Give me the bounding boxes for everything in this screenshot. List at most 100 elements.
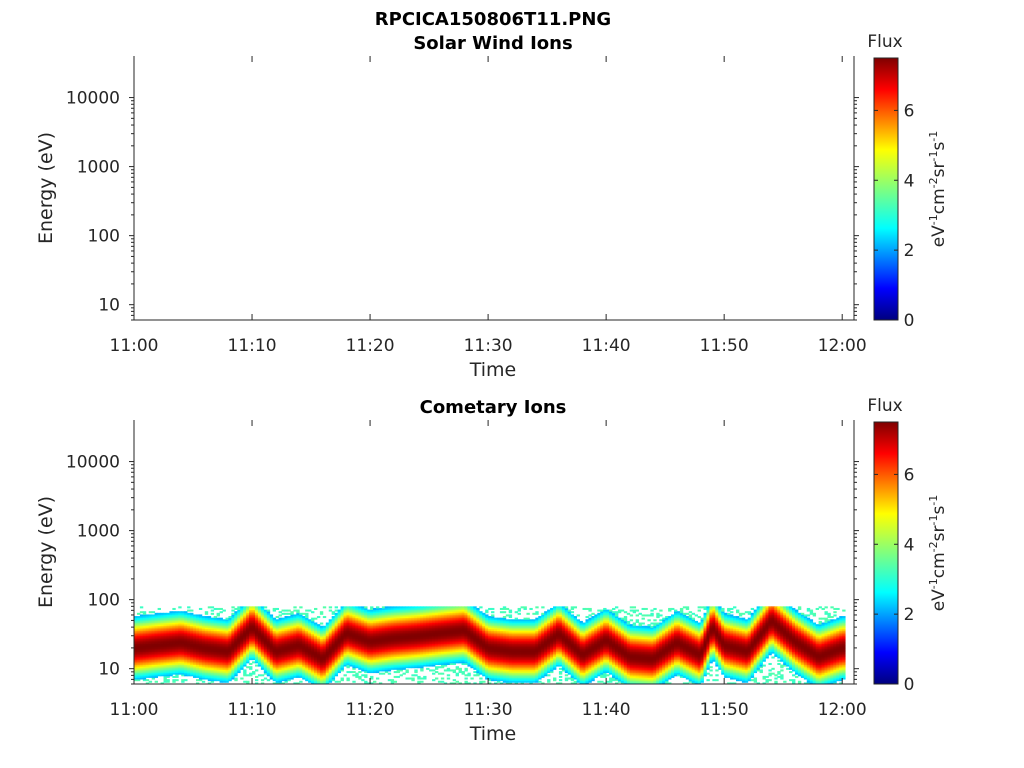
heat-cell (384, 637, 389, 640)
heat-cell (476, 654, 480, 657)
y-axis-label: Energy (eV) (35, 132, 57, 244)
heat-cell (257, 632, 262, 635)
heat-cell (378, 609, 383, 612)
heat-cell (278, 661, 282, 664)
heat-cell (378, 672, 383, 675)
heat-cell (237, 646, 241, 649)
heat-cell (443, 614, 448, 617)
heat-cell (246, 619, 250, 622)
heat-cell (432, 645, 436, 648)
heat-cell (246, 630, 250, 633)
heat-cell (272, 632, 277, 635)
heat-cell (311, 651, 315, 654)
heat-cell (190, 622, 194, 625)
heat-cell (449, 653, 454, 656)
heat-cell (302, 666, 306, 669)
heat-cell (198, 627, 203, 630)
heat-cell (284, 672, 288, 675)
heat-cell (272, 666, 277, 669)
heat-cell (426, 643, 430, 646)
heat-cell (355, 645, 359, 648)
heat-cell (237, 641, 241, 644)
heat-cell (405, 627, 409, 630)
heat-cell (169, 664, 173, 667)
heat-cell (198, 637, 203, 640)
heat-cell (440, 611, 445, 614)
heat-cell (219, 628, 223, 632)
heat-cell (408, 661, 412, 664)
heat-cell (375, 653, 380, 656)
heat-cell (479, 667, 483, 670)
heat-cell (405, 651, 409, 654)
heat-cell (237, 624, 241, 627)
heat-cell (243, 669, 247, 672)
heat-cell (198, 624, 203, 627)
heat-cell (408, 638, 412, 641)
heat-cell (393, 620, 398, 623)
heat-cell (299, 650, 303, 653)
heat-cell (237, 659, 241, 662)
heat-cell (367, 682, 371, 684)
heat-cell (269, 637, 274, 640)
heat-cell (446, 661, 451, 664)
heat-cell (160, 630, 164, 633)
heat-cell (408, 627, 412, 630)
heat-cell (237, 609, 241, 612)
heat-cell (370, 635, 374, 638)
heat-cell (375, 640, 380, 643)
heat-cell (316, 632, 321, 635)
heat-cell (443, 617, 448, 620)
heat-cell (210, 627, 215, 630)
heat-cell (139, 658, 144, 661)
heat-cell (178, 640, 182, 643)
heat-cell (346, 637, 350, 640)
heat-cell (272, 624, 277, 627)
heat-cell (222, 654, 226, 657)
heat-cell (476, 611, 480, 614)
heat-cell (142, 638, 147, 641)
heat-cell (151, 616, 156, 619)
heat-cell (343, 637, 347, 640)
heat-cell (355, 616, 359, 619)
heat-cell (151, 614, 156, 617)
heat-cell (252, 651, 256, 654)
heat-cell (367, 627, 371, 630)
heat-cell (234, 611, 238, 614)
heat-cell (136, 662, 141, 665)
heat-cell (151, 669, 156, 672)
heat-cell (228, 632, 232, 635)
heat-cell (364, 607, 368, 610)
heat-cell (461, 609, 465, 612)
heat-cell (414, 627, 418, 630)
heat-cell (287, 641, 291, 644)
heat-cell (390, 617, 395, 620)
heat-cell (260, 640, 265, 643)
heat-cell (181, 627, 185, 630)
heat-cell (210, 646, 215, 649)
heat-cell (358, 607, 362, 610)
heat-cell (390, 628, 395, 632)
heat-cell (325, 677, 330, 680)
heat-cell (476, 620, 480, 623)
heat-cell (464, 661, 468, 664)
heat-cell (414, 616, 418, 619)
heat-cell (343, 654, 347, 657)
heat-cell (402, 628, 406, 632)
heat-cell (178, 672, 182, 675)
heat-cell (364, 624, 368, 627)
heat-cell (449, 658, 454, 661)
heat-cell (446, 635, 451, 638)
heat-cell (461, 645, 465, 648)
heat-cell (437, 646, 442, 649)
heat-cell (408, 622, 412, 625)
heat-cell (440, 662, 445, 665)
heat-cell (216, 677, 220, 680)
heat-cell (169, 638, 173, 641)
heat-cell (405, 625, 409, 628)
heat-cell (470, 659, 474, 662)
heat-cell (193, 643, 197, 646)
heat-cell (452, 648, 457, 651)
heat-cell (254, 617, 259, 620)
heat-cell (139, 661, 144, 664)
heat-cell (284, 635, 288, 638)
